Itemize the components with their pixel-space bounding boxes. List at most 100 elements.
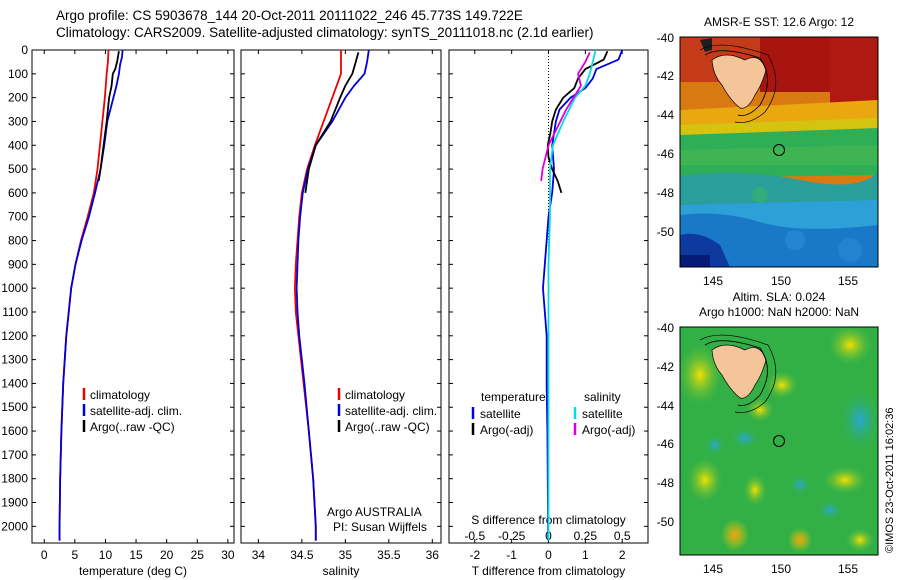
x-tick-label: 34.5 (290, 548, 314, 562)
argo-location-marker (772, 434, 786, 448)
x-axis-label: salinity (323, 564, 360, 578)
series-line (294, 50, 342, 541)
y-tick-label: 300 (8, 114, 28, 128)
x-tick-label: 25 (191, 548, 205, 562)
sst-map: AMSR-E SST: 12.6 Argo: 12 145 150 155 -4… (657, 15, 879, 288)
x-tick-label: 10 (99, 548, 113, 562)
figure-title-line1: Argo profile: CS 5903678_144 20-Oct-2011… (56, 8, 523, 23)
sst-map-ytick: -46 (657, 147, 675, 161)
sla-map-ytick: -44 (657, 399, 675, 413)
y-tick-label: 2000 (1, 519, 28, 533)
x-tick-label: 2 (619, 548, 626, 562)
series-line (547, 49, 597, 541)
argo-location-marker (772, 143, 786, 157)
y-tick-label: 700 (8, 210, 28, 224)
x-tick-label: 35.5 (377, 548, 401, 562)
x-tick-label: -1 (506, 548, 517, 562)
sla-map-xtick: 155 (838, 562, 858, 576)
y-tick-label: 1100 (2, 305, 28, 319)
series-line (546, 50, 609, 194)
sla-map-title: Altim. SLA: 0.024 (733, 290, 826, 304)
y-tick-label: 1300 (1, 353, 28, 367)
x-axis-label: T difference from climatology (472, 564, 626, 578)
sla-map-ytick: -48 (657, 476, 675, 490)
sst-map-ytick: -50 (657, 225, 675, 239)
x2-tick-label: 0.25 (574, 529, 598, 543)
x2-tick-label: -0.5 (464, 529, 485, 543)
legend-label: Argo(-adj) (480, 423, 533, 437)
series-line (540, 52, 591, 182)
sla-map-ytick: -42 (657, 360, 675, 374)
y-tick-label: 100 (8, 67, 28, 81)
x-tick-label: 15 (129, 548, 143, 562)
chart-panel-salinity: 34 34.5 35 35.5 36 salinity climatology satelli… (240, 49, 442, 578)
y-tick-label: 1500 (1, 400, 28, 414)
x2-tick-label: -0.25 (498, 529, 526, 543)
legend-label: satellite-adj. clim. (345, 404, 437, 418)
sst-map-ytick: -42 (657, 69, 675, 83)
sst-map-xtick: 145 (703, 274, 723, 288)
sla-map-xtick: 150 (771, 562, 791, 576)
annotation-text: PI: Susan Wijffels (333, 520, 427, 534)
sla-map-subtitle: Argo h1000: NaN h2000: NaN (699, 305, 859, 319)
x2-tick-label: 0.5 (614, 529, 631, 543)
y-tick-label: 1200 (1, 329, 28, 343)
legend-label: satellite (582, 407, 623, 421)
y-tick-label: 400 (8, 138, 28, 152)
annotation-text: Argo AUSTRALIA (327, 505, 422, 519)
y-tick-label: 1600 (1, 424, 28, 438)
plot-frame (31, 49, 235, 544)
legend-title: salinity (584, 390, 621, 404)
y-tick-label: 1900 (1, 496, 28, 510)
chart-panel-difference: -2 -1 0 1 2 T difference from climatology -0.5… (448, 49, 649, 578)
y-tick-label: 600 (8, 186, 28, 200)
sst-map-ytick: -44 (657, 108, 675, 122)
series-line (542, 49, 624, 541)
legend-label: climatology (345, 388, 405, 402)
y-tick-label: 800 (8, 234, 28, 248)
legend-label: Argo(..raw -QC) (345, 420, 430, 434)
series-line (304, 52, 360, 194)
legend-label: Argo(-adj) (582, 423, 635, 437)
x-tick-label: -2 (469, 548, 480, 562)
sla-map-ytick: -50 (657, 515, 675, 529)
series-line (97, 51, 120, 182)
x-tick-label: 34 (252, 548, 266, 562)
sla-map-xtick: 145 (703, 562, 723, 576)
x-tick-label: 20 (160, 548, 174, 562)
x-tick-label: 36 (426, 548, 440, 562)
y-tick-label: 1400 (1, 376, 28, 390)
legend-label: satellite (480, 407, 521, 421)
chart-panel-temperature: 0100200300400500600700800900100011001200… (1, 43, 235, 578)
sla-map-ytick: -46 (657, 437, 675, 451)
sst-map-title: AMSR-E SST: 12.6 Argo: 12 (704, 15, 854, 29)
sst-map-xtick: 155 (838, 274, 858, 288)
sla-map: Altim. SLA: 0.024 Argo h1000: NaN h2000:… (657, 290, 879, 576)
y-tick-label: 1000 (1, 281, 28, 295)
y-tick-label: 1700 (1, 448, 28, 462)
x-tick-label: 30 (221, 548, 235, 562)
sst-map-xtick: 150 (771, 274, 791, 288)
series-line (295, 49, 370, 541)
sla-map-ytick: -40 (657, 321, 675, 335)
y-tick-label: 900 (8, 257, 28, 271)
legend-label: climatology (90, 388, 150, 402)
sst-map-ytick: -48 (657, 186, 675, 200)
x-tick-label: 5 (72, 548, 79, 562)
x-axis-label: temperature (deg C) (79, 564, 187, 578)
legend-label: satellite-adj. clim. (90, 404, 182, 418)
figure-title-line2: Climatology: CARS2009. Satellite-adjuste… (56, 25, 594, 40)
x-tick-label: 35 (339, 548, 353, 562)
y-tick-label: 200 (8, 91, 28, 105)
y-tick-label: 1800 (1, 472, 28, 486)
plot-frame (240, 49, 442, 544)
legend-title: temperature (481, 390, 546, 404)
y-tick-label: 500 (8, 162, 28, 176)
y-tick-label: 0 (21, 43, 28, 57)
x-tick-label: 0 (41, 548, 48, 562)
x-tick-label: 1 (582, 548, 589, 562)
series-line (58, 49, 110, 541)
x-tick-label: 0 (545, 548, 552, 562)
